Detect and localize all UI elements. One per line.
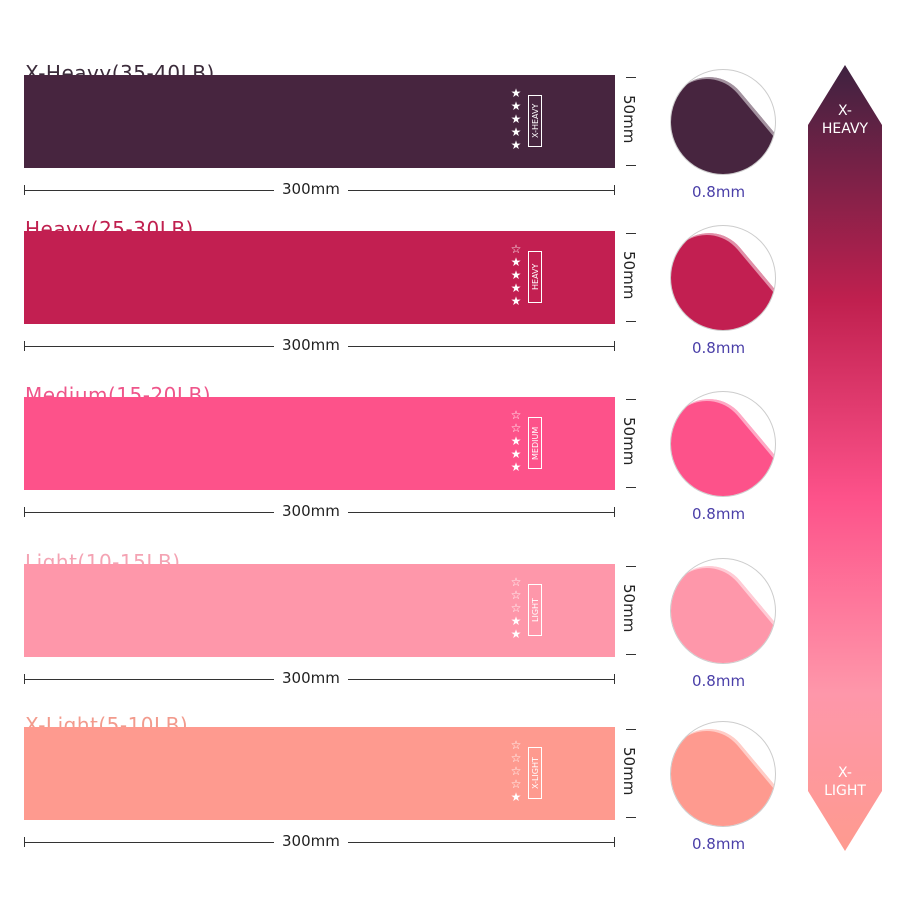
star-rating: ☆ ★ ★ ★ ★ xyxy=(509,243,523,308)
band-row: Heavy(25-30LB) ☆ ★ ★ ★ ★ HEAVY 300mm 50mm 0.… xyxy=(0,217,790,401)
length-text: 300mm xyxy=(274,180,348,198)
length-dimension: 300mm xyxy=(24,336,615,354)
band-row: Medium(15-20LB) ☆ ☆ ★ ★ ★ MEDIUM 300mm 50mm … xyxy=(0,383,790,567)
band-edge-closeup xyxy=(670,69,776,175)
width-text: 50mm xyxy=(620,747,638,796)
width-text: 50mm xyxy=(620,251,638,300)
empty-star-icon: ☆ xyxy=(510,408,522,422)
star-icon: ★ xyxy=(510,255,522,269)
width-dimension: 50mm xyxy=(620,564,640,657)
star-icon: ★ xyxy=(510,790,522,804)
length-dimension: 300mm xyxy=(24,502,615,520)
band-swatch: ☆ ☆ ★ ★ ★ MEDIUM xyxy=(24,397,615,490)
band-row: Light(10-15LB) ☆ ☆ ☆ ★ ★ LIGHT 300mm 50mm 0.… xyxy=(0,550,790,734)
width-dimension: 50mm xyxy=(620,397,640,490)
thickness-text: 0.8mm xyxy=(692,505,746,523)
star-icon: ★ xyxy=(510,281,522,295)
thickness-text: 0.8mm xyxy=(692,183,746,201)
star-rating: ★ ★ ★ ★ ★ xyxy=(509,87,523,152)
thickness-text: 0.8mm xyxy=(692,835,746,853)
width-dimension: 50mm xyxy=(620,727,640,820)
star-icon: ★ xyxy=(510,125,522,139)
length-dimension: 300mm xyxy=(24,832,615,850)
band-level-label: X-HEAVY xyxy=(528,95,542,147)
empty-star-icon: ☆ xyxy=(510,242,522,256)
star-icon: ★ xyxy=(510,86,522,100)
empty-star-icon: ☆ xyxy=(510,601,522,615)
band-edge-closeup xyxy=(670,558,776,664)
empty-star-icon: ☆ xyxy=(510,738,522,752)
length-text: 300mm xyxy=(274,502,348,520)
width-dimension: 50mm xyxy=(620,231,640,324)
star-icon: ★ xyxy=(510,268,522,282)
band-level-label: X-LIGHT xyxy=(528,747,542,799)
length-text: 300mm xyxy=(274,832,348,850)
width-dimension: 50mm xyxy=(620,75,640,168)
length-dimension: 300mm xyxy=(24,180,615,198)
band-swatch: ☆ ☆ ☆ ★ ★ LIGHT xyxy=(24,564,615,657)
band-row: X-Light(5-10LB) ☆ ☆ ☆ ☆ ★ X-LIGHT 300mm 50mm… xyxy=(0,713,790,897)
thickness-text: 0.8mm xyxy=(692,339,746,357)
band-row: X-Heavy(35-40LB) ★ ★ ★ ★ ★ X-HEAVY 300mm 50m… xyxy=(0,61,790,245)
length-text: 300mm xyxy=(274,336,348,354)
empty-star-icon: ☆ xyxy=(510,777,522,791)
star-icon: ★ xyxy=(510,460,522,474)
band-level-label: MEDIUM xyxy=(528,417,542,469)
star-icon: ★ xyxy=(510,434,522,448)
width-text: 50mm xyxy=(620,95,638,144)
empty-star-icon: ☆ xyxy=(510,751,522,765)
star-rating: ☆ ☆ ★ ★ ★ xyxy=(509,409,523,474)
star-rating: ☆ ☆ ☆ ★ ★ xyxy=(509,576,523,641)
star-icon: ★ xyxy=(510,138,522,152)
thickness-text: 0.8mm xyxy=(692,672,746,690)
star-icon: ★ xyxy=(510,294,522,308)
star-icon: ★ xyxy=(510,627,522,641)
band-edge-closeup xyxy=(670,225,776,331)
empty-star-icon: ☆ xyxy=(510,575,522,589)
band-edge-closeup xyxy=(670,721,776,827)
empty-star-icon: ☆ xyxy=(510,588,522,602)
width-text: 50mm xyxy=(620,584,638,633)
band-level-label: HEAVY xyxy=(528,251,542,303)
empty-star-icon: ☆ xyxy=(510,421,522,435)
band-swatch: ☆ ☆ ☆ ☆ ★ X-LIGHT xyxy=(24,727,615,820)
scale-top-label: X- HEAVY xyxy=(821,103,869,137)
star-icon: ★ xyxy=(510,614,522,628)
width-text: 50mm xyxy=(620,417,638,466)
band-edge-closeup xyxy=(670,391,776,497)
empty-star-icon: ☆ xyxy=(510,764,522,778)
scale-bottom-label: X- LIGHT xyxy=(824,765,866,799)
length-text: 300mm xyxy=(274,669,348,687)
length-dimension: 300mm xyxy=(24,669,615,687)
star-rating: ☆ ☆ ☆ ☆ ★ xyxy=(509,739,523,804)
resistance-scale-arrow xyxy=(808,65,882,851)
band-swatch: ★ ★ ★ ★ ★ X-HEAVY xyxy=(24,75,615,168)
star-icon: ★ xyxy=(510,447,522,461)
star-icon: ★ xyxy=(510,112,522,126)
band-level-label: LIGHT xyxy=(528,584,542,636)
star-icon: ★ xyxy=(510,99,522,113)
band-swatch: ☆ ★ ★ ★ ★ HEAVY xyxy=(24,231,615,324)
